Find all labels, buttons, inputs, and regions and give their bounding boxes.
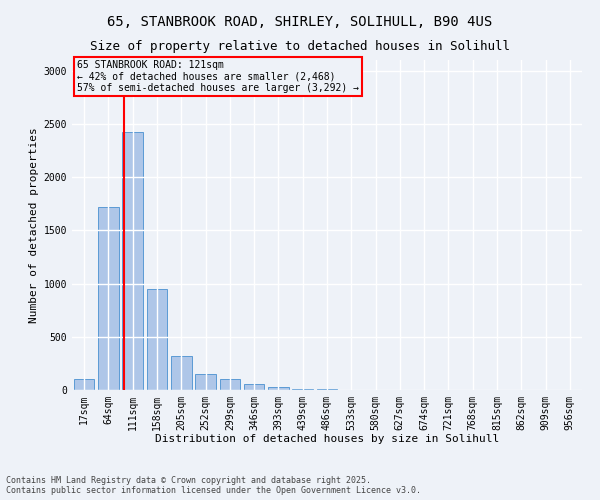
Bar	[98, 207, 119, 390]
Text: 65 STANBROOK ROAD: 121sqm
← 42% of detached houses are smaller (2,468)
57% of se: 65 STANBROOK ROAD: 121sqm ← 42% of detac…	[77, 60, 359, 93]
Text: 65, STANBROOK ROAD, SHIRLEY, SOLIHULL, B90 4US: 65, STANBROOK ROAD, SHIRLEY, SOLIHULL, B…	[107, 15, 493, 29]
Bar	[268, 387, 289, 390]
Bar	[74, 380, 94, 390]
Bar	[146, 289, 167, 390]
Text: Size of property relative to detached houses in Solihull: Size of property relative to detached ho…	[90, 40, 510, 53]
Bar	[292, 389, 313, 390]
Bar	[122, 132, 143, 390]
Bar	[171, 356, 191, 390]
Bar	[195, 374, 216, 390]
X-axis label: Distribution of detached houses by size in Solihull: Distribution of detached houses by size …	[155, 434, 499, 444]
Bar	[220, 380, 240, 390]
Text: Contains HM Land Registry data © Crown copyright and database right 2025.
Contai: Contains HM Land Registry data © Crown c…	[6, 476, 421, 495]
Y-axis label: Number of detached properties: Number of detached properties	[29, 127, 40, 323]
Bar	[244, 384, 265, 390]
